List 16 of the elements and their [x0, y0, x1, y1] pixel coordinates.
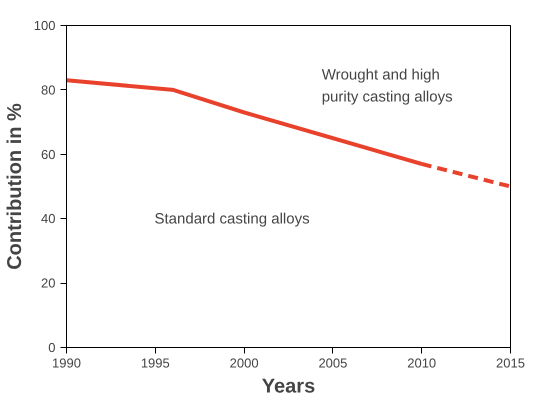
x-tick-label: 2010 — [407, 356, 436, 370]
y-tick-label: 100 — [34, 18, 56, 33]
x-axis-title: Years — [262, 376, 316, 398]
y-tick-label: 40 — [41, 211, 56, 226]
x-tick-label: 1990 — [52, 356, 81, 370]
x-tick-label: 2000 — [230, 356, 259, 370]
y-tick-label: 20 — [41, 276, 56, 291]
y-tick-label: 60 — [41, 146, 56, 162]
y-axis-title: Contribution in % — [4, 102, 26, 270]
y-tick-label: 0 — [48, 340, 56, 355]
x-tick-label: 2015 — [496, 356, 525, 370]
annotation: Standard casting alloys — [154, 210, 310, 228]
x-tick-label: 1995 — [140, 356, 170, 370]
y-tick-label: 80 — [41, 82, 56, 98]
annotation: Wrought and high purity casting alloys — [322, 66, 453, 106]
x-tick-label: 2005 — [318, 356, 348, 370]
